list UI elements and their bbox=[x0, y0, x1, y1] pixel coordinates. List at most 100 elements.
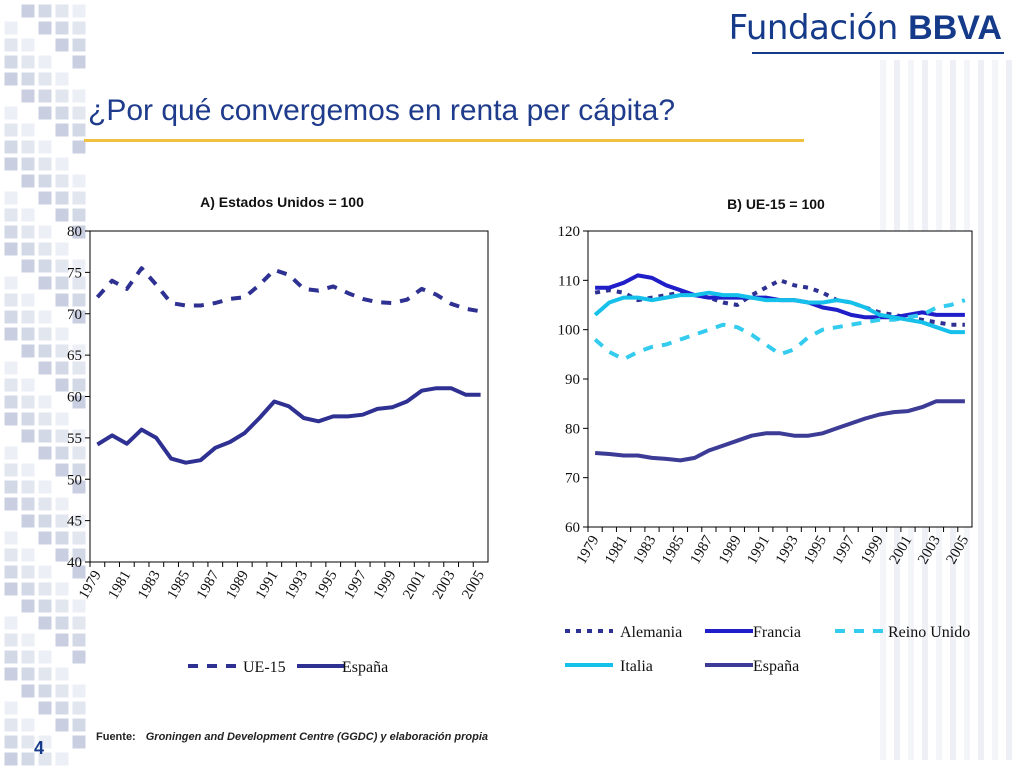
y-tick-label: 65 bbox=[67, 348, 82, 364]
bg-square bbox=[54, 496, 70, 512]
bg-square bbox=[3, 54, 19, 70]
bg-square bbox=[37, 224, 53, 240]
bg-square bbox=[3, 496, 19, 512]
bg-square bbox=[71, 649, 87, 665]
legend-label: Francia bbox=[753, 624, 801, 641]
bg-square bbox=[3, 122, 19, 138]
bg-square bbox=[71, 54, 87, 70]
source-text: Groningen and Development Centre (GGDC) … bbox=[145, 731, 489, 743]
x-tick-label: 1989 bbox=[223, 568, 252, 602]
bg-square bbox=[54, 3, 70, 19]
bg-square bbox=[54, 717, 70, 733]
bg-square bbox=[20, 377, 36, 393]
bg-square bbox=[71, 598, 87, 614]
page-title: ¿Por qué convergemos en renta per cápita… bbox=[88, 94, 676, 127]
source-label: Fuente: bbox=[96, 731, 136, 743]
bg-square bbox=[37, 581, 53, 597]
y-tick-label: 80 bbox=[67, 224, 82, 240]
bg-square bbox=[37, 428, 53, 444]
bg-square bbox=[54, 190, 70, 206]
bg-square bbox=[37, 54, 53, 70]
bg-square bbox=[20, 649, 36, 665]
bg-square bbox=[20, 326, 36, 342]
bg-square bbox=[37, 360, 53, 376]
bg-square bbox=[3, 326, 19, 342]
bg-square bbox=[71, 122, 87, 138]
bg-square bbox=[3, 700, 19, 716]
bg-stripe bbox=[1006, 60, 1012, 760]
bg-square bbox=[37, 666, 53, 682]
y-tick-label: 100 bbox=[558, 323, 581, 339]
bg-square bbox=[54, 751, 70, 767]
bg-square bbox=[20, 241, 36, 257]
bg-square bbox=[3, 717, 19, 733]
bg-square bbox=[71, 530, 87, 546]
x-tick-label: 1997 bbox=[341, 568, 370, 602]
bg-square bbox=[3, 360, 19, 376]
bg-square bbox=[37, 683, 53, 699]
bg-square bbox=[3, 309, 19, 325]
bg-square bbox=[20, 37, 36, 53]
bg-square bbox=[71, 428, 87, 444]
chart-1: A) Estados Unidos = 100 40 45 50 55 60 65 70 75 8… bbox=[67, 194, 489, 676]
bg-square bbox=[54, 343, 70, 359]
bg-square bbox=[3, 479, 19, 495]
bg-square bbox=[3, 377, 19, 393]
x-tick-label: 1999 bbox=[858, 533, 887, 567]
bg-square bbox=[54, 411, 70, 427]
bg-square bbox=[71, 105, 87, 121]
bg-square bbox=[54, 207, 70, 223]
bg-square bbox=[20, 88, 36, 104]
x-tick-label: 1991 bbox=[744, 533, 773, 567]
x-tick-label: 1979 bbox=[574, 533, 603, 567]
bg-square bbox=[20, 411, 36, 427]
bg-square bbox=[37, 326, 53, 342]
bg-square bbox=[3, 615, 19, 631]
chart-title: B) UE-15 = 100 bbox=[727, 196, 825, 212]
bg-square bbox=[37, 394, 53, 410]
bg-square bbox=[54, 20, 70, 36]
bg-square bbox=[20, 292, 36, 308]
bg-square bbox=[71, 615, 87, 631]
bg-square bbox=[71, 445, 87, 461]
y-tick-label: 70 bbox=[67, 307, 82, 323]
bg-square bbox=[54, 105, 70, 121]
bg-square bbox=[37, 105, 53, 121]
bg-square bbox=[3, 564, 19, 580]
bg-square bbox=[20, 394, 36, 410]
bg-square bbox=[37, 751, 53, 767]
bg-square bbox=[37, 241, 53, 257]
bg-square bbox=[3, 241, 19, 257]
x-tick-label: 1993 bbox=[773, 533, 802, 567]
brand-logo: Fundación BBVA bbox=[729, 8, 1002, 48]
bg-square bbox=[71, 700, 87, 716]
y-tick-label: 120 bbox=[558, 224, 581, 240]
bg-square bbox=[54, 530, 70, 546]
x-tick-label: 1981 bbox=[105, 568, 134, 602]
bg-square bbox=[37, 564, 53, 580]
bg-square bbox=[3, 462, 19, 478]
bg-square bbox=[3, 71, 19, 87]
bg-square bbox=[71, 292, 87, 308]
bg-square bbox=[3, 666, 19, 682]
y-tick-label: 50 bbox=[67, 472, 82, 488]
bg-square bbox=[71, 88, 87, 104]
bg-square bbox=[20, 173, 36, 189]
series-line bbox=[594, 399, 965, 463]
bg-square bbox=[3, 394, 19, 410]
bg-square bbox=[54, 88, 70, 104]
brand-light: Fundación bbox=[728, 8, 909, 48]
series-line bbox=[593, 290, 965, 335]
bg-square bbox=[20, 462, 36, 478]
bg-square bbox=[71, 309, 87, 325]
bg-square bbox=[54, 71, 70, 87]
bg-square bbox=[20, 224, 36, 240]
bg-square bbox=[54, 581, 70, 597]
bg-square bbox=[3, 751, 19, 767]
x-tick-label: 1981 bbox=[602, 533, 631, 567]
y-tick-label: 80 bbox=[565, 421, 580, 437]
bg-square bbox=[54, 173, 70, 189]
bg-square bbox=[37, 190, 53, 206]
bg-square bbox=[20, 343, 36, 359]
x-tick-label: 1983 bbox=[135, 568, 164, 602]
